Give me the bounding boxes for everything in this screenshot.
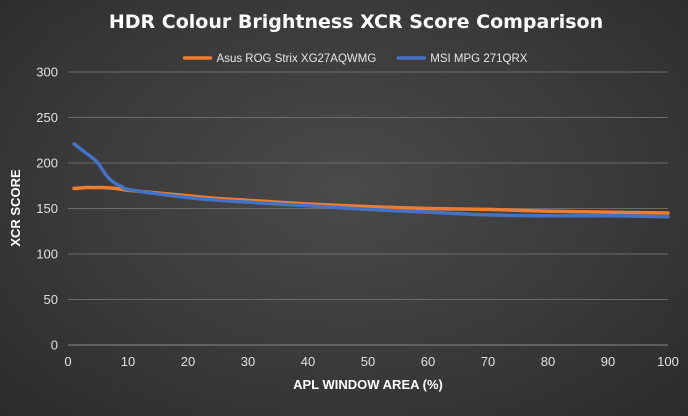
x-tick-label: 90 [601, 354, 615, 369]
x-tick-label: 0 [64, 354, 71, 369]
legend-label-2: MSI MPG 271QRX [430, 53, 527, 65]
x-tick-label: 50 [361, 354, 375, 369]
x-axis-label: APL WINDOW AREA (%) [293, 377, 443, 392]
x-ticks: 0 10 20 30 40 50 60 70 80 90 100 [64, 354, 678, 369]
legend: Asus ROG Strix XG27AQWMG MSI MPG 271QRX [182, 53, 528, 65]
y-tick-label: 250 [36, 110, 58, 125]
chart-title: HDR Colour Brightness XCR Score Comparis… [109, 11, 603, 33]
x-tick-label: 40 [301, 354, 315, 369]
y-axis-label: XCR SCORE [8, 169, 23, 247]
y-tick-label: 0 [51, 338, 58, 353]
y-tick-label: 200 [36, 156, 58, 171]
x-tick-label: 20 [181, 354, 195, 369]
grid [68, 71, 668, 300]
x-tick-label: 60 [421, 354, 435, 369]
y-ticks: 0 50 100 150 200 250 300 [36, 65, 58, 353]
series-line-2 [72, 142, 670, 219]
y-tick-label: 100 [36, 247, 58, 262]
y-tick-label: 50 [44, 292, 58, 307]
y-tick-label: 300 [36, 65, 58, 80]
x-tick-label: 100 [657, 354, 679, 369]
x-tick-label: 80 [541, 354, 555, 369]
x-tick-label: 70 [481, 354, 495, 369]
x-tick-label: 10 [121, 354, 135, 369]
y-tick-label: 150 [36, 201, 58, 216]
x-tick-label: 30 [241, 354, 255, 369]
legend-label-1: Asus ROG Strix XG27AQWMG [217, 53, 377, 65]
series [72, 142, 670, 219]
